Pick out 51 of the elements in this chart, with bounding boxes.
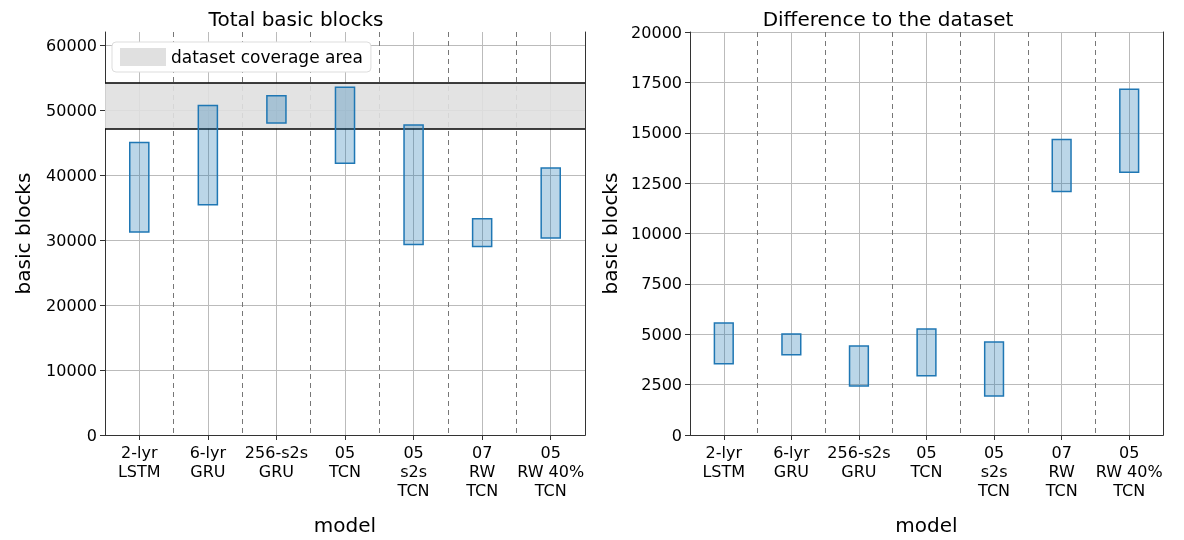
y-tick-label: 40000 xyxy=(46,165,97,185)
y-tick-label: 0 xyxy=(671,425,682,445)
y-tick-label: 10000 xyxy=(46,360,97,380)
x-tick-label: 2-lyr LSTM xyxy=(117,443,161,481)
bar xyxy=(713,322,734,365)
bar xyxy=(266,95,287,124)
x-tick-label: 07 RW TCN xyxy=(1044,443,1078,500)
x-tick-label: 05 RW 40% TCN xyxy=(1095,443,1163,500)
x-tick-label: 2-lyr LSTM xyxy=(702,443,746,481)
x-tick-label: 6-lyr GRU xyxy=(189,443,227,481)
x-tick-label: 256-s2s GRU xyxy=(827,443,891,481)
x-tick-label: 07 RW TCN xyxy=(465,443,499,500)
bar xyxy=(983,341,1005,397)
x-tick-label: 6-lyr GRU xyxy=(773,443,810,481)
y-tick-label: 20000 xyxy=(631,22,682,42)
y-tick-label: 17500 xyxy=(631,72,682,92)
x-tick-label: 05 TCN xyxy=(328,443,361,481)
x-tick-label: 05 s2s TCN xyxy=(977,443,1011,500)
bar xyxy=(540,167,561,239)
x-tick-label: 05 s2s TCN xyxy=(396,443,430,500)
y-tick-label: 20000 xyxy=(46,295,97,315)
bar xyxy=(1119,88,1140,174)
y-tick-label: 10000 xyxy=(631,224,682,243)
x-axis-title: model xyxy=(313,513,377,537)
bar xyxy=(781,333,802,356)
bar xyxy=(129,141,150,233)
bar xyxy=(197,104,219,206)
bar xyxy=(471,217,493,248)
y-tick-label: 15000 xyxy=(631,123,682,143)
y-tick-label: 60000 xyxy=(46,35,97,55)
y-tick-label: 2500 xyxy=(641,375,682,395)
x-tick-label: 05 TCN xyxy=(909,443,943,481)
y-tick-label: 30000 xyxy=(46,230,97,250)
legend-label: dataset coverage area xyxy=(171,47,363,67)
x-tick-label: 05 RW 40% TCN xyxy=(517,443,585,500)
y-tick-label: 5000 xyxy=(641,324,682,344)
bar xyxy=(848,345,870,387)
x-axis-title: model xyxy=(895,513,958,537)
chart-title: Difference to the dataset xyxy=(762,7,1014,31)
y-tick-label: 12500 xyxy=(631,173,682,193)
x-tick-label: 256-s2s GRU xyxy=(244,443,309,481)
y-tick-label: 0 xyxy=(86,425,97,445)
chart-title: Total basic blocks xyxy=(207,7,384,31)
bar xyxy=(916,328,937,377)
y-axis-title: basic blocks xyxy=(598,172,622,295)
y-tick-label: 7500 xyxy=(641,274,682,294)
bar xyxy=(334,86,356,164)
bar xyxy=(1051,138,1072,193)
y-tick-label: 50000 xyxy=(46,100,97,120)
y-axis-title: basic blocks xyxy=(11,172,35,295)
bar xyxy=(403,124,424,246)
